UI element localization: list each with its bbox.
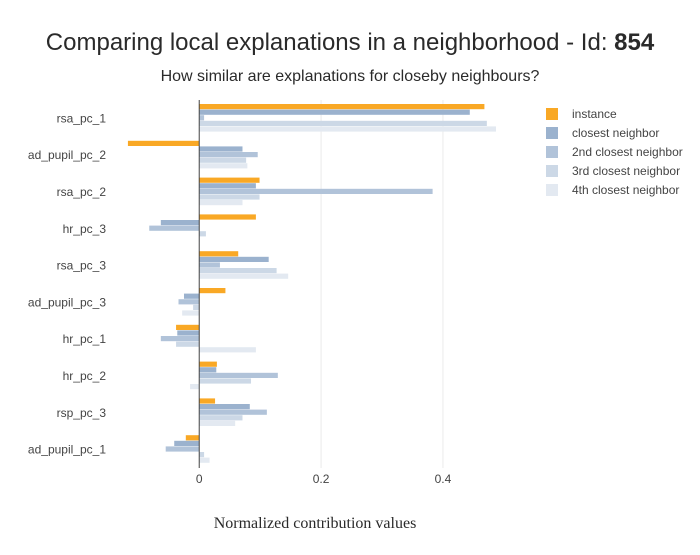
bar-3rd-closest-neighbor-rsa_pc_2 (199, 194, 260, 200)
bar-instance-hr_pc_1 (176, 324, 200, 330)
bar-3rd-closest-neighbor-rsa_pc_3 (199, 268, 277, 274)
x-axis-title: Normalized contribution values (214, 515, 417, 532)
bar-closest-neighbor-rsa_pc_2 (199, 183, 256, 189)
gridlines (320, 100, 444, 468)
bar-instance-ad_pupil_pc_3 (199, 288, 226, 294)
bar-3rd-closest-neighbor-rsp_pc_3 (199, 415, 243, 421)
bar-closest-neighbor-ad_pupil_pc_2 (199, 146, 243, 152)
bar-instance-rsa_pc_1 (199, 104, 485, 110)
bar-2nd-closest-neighbor-rsa_pc_3 (199, 262, 220, 268)
legend-item[interactable]: 2nd closest neighbor (546, 145, 683, 159)
bar-closest-neighbor-rsa_pc_1 (199, 109, 470, 115)
legend-label: closest neighbor (572, 126, 659, 140)
legend-item[interactable]: closest neighbor (546, 126, 659, 140)
bar-3rd-closest-neighbor-ad_pupil_pc_1 (199, 452, 205, 458)
bar-3rd-closest-neighbor-ad_pupil_pc_3 (193, 304, 200, 310)
legend-swatch (546, 108, 558, 120)
bar-2nd-closest-neighbor-hr_pc_3 (149, 225, 200, 231)
bar-2nd-closest-neighbor-hr_pc_2 (199, 372, 278, 378)
y-tick-label: hr_pc_2 (63, 369, 107, 383)
bar-2nd-closest-neighbor-hr_pc_1 (160, 336, 200, 342)
x-tick-label: 0 (196, 472, 203, 486)
bar-4th-closest-neighbor-ad_pupil_pc_2 (199, 163, 248, 169)
bar-closest-neighbor-ad_pupil_pc_1 (174, 440, 200, 446)
legend-swatch (546, 146, 558, 158)
legend-item[interactable]: 3rd closest neighbor (546, 164, 680, 178)
y-tick-label: hr_pc_1 (63, 332, 107, 346)
bar-instance-rsa_pc_3 (199, 251, 239, 257)
y-tick-label: rsa_pc_1 (57, 111, 107, 125)
bar-instance-hr_pc_3 (199, 214, 256, 220)
y-tick-label: rsp_pc_3 (57, 406, 107, 420)
bar-4th-closest-neighbor-rsa_pc_1 (199, 126, 496, 132)
bar-instance-ad_pupil_pc_1 (185, 435, 200, 441)
bar-3rd-closest-neighbor-hr_pc_3 (199, 231, 206, 237)
chart-subtitle: How similar are explanations for closeby… (161, 68, 540, 85)
y-tick-label: rsa_pc_3 (57, 259, 107, 273)
y-tick-label: ad_pupil_pc_2 (28, 148, 106, 162)
legend-swatch (546, 184, 558, 196)
bar-closest-neighbor-ad_pupil_pc_3 (183, 293, 200, 299)
bar-instance-ad_pupil_pc_2 (127, 140, 200, 146)
legend-item[interactable]: instance (546, 107, 617, 121)
bar-closest-neighbor-hr_pc_2 (199, 367, 217, 373)
bar-4th-closest-neighbor-rsp_pc_3 (199, 420, 236, 426)
bar-instance-rsp_pc_3 (199, 398, 216, 404)
bar-closest-neighbor-hr_pc_1 (177, 330, 200, 336)
bar-2nd-closest-neighbor-ad_pupil_pc_2 (199, 152, 258, 158)
bar-2nd-closest-neighbor-rsa_pc_2 (199, 188, 433, 194)
x-tick-label: 0.4 (435, 472, 452, 486)
bars (127, 104, 496, 463)
chart-title: Comparing local explanations in a neighb… (46, 29, 655, 56)
bar-3rd-closest-neighbor-rsa_pc_1 (199, 120, 487, 126)
bar-4th-closest-neighbor-hr_pc_2 (190, 384, 200, 390)
bar-closest-neighbor-rsa_pc_3 (199, 256, 269, 262)
bar-closest-neighbor-rsp_pc_3 (199, 404, 250, 410)
bar-2nd-closest-neighbor-rsa_pc_1 (199, 115, 205, 121)
legend[interactable]: instance closest neighbor 2nd closest neig… (546, 107, 683, 197)
x-tick-label: 0.2 (313, 472, 330, 486)
legend-label: 2nd closest neighbor (572, 145, 683, 159)
bar-instance-rsa_pc_2 (199, 177, 260, 183)
bar-2nd-closest-neighbor-ad_pupil_pc_1 (165, 446, 200, 452)
bar-4th-closest-neighbor-rsa_pc_3 (199, 273, 289, 279)
legend-swatch (546, 165, 558, 177)
y-tick-label: hr_pc_3 (63, 222, 107, 236)
chart-title-id: 854 (614, 29, 655, 56)
bar-4th-closest-neighbor-ad_pupil_pc_3 (182, 310, 200, 316)
legend-label: 4th closest neighbor (572, 183, 679, 197)
bar-4th-closest-neighbor-rsa_pc_2 (199, 200, 243, 206)
legend-swatch (546, 127, 558, 139)
bar-instance-hr_pc_2 (199, 361, 217, 367)
bar-4th-closest-neighbor-hr_pc_1 (199, 347, 256, 353)
bar-2nd-closest-neighbor-rsp_pc_3 (199, 409, 267, 415)
y-tick-label: ad_pupil_pc_3 (28, 295, 106, 309)
legend-label: instance (572, 107, 617, 121)
bar-3rd-closest-neighbor-hr_pc_2 (199, 378, 252, 384)
bar-closest-neighbor-hr_pc_3 (160, 220, 200, 226)
y-tick-label: rsa_pc_2 (57, 185, 107, 199)
y-tick-label: ad_pupil_pc_1 (28, 443, 106, 457)
legend-item[interactable]: 4th closest neighbor (546, 183, 679, 197)
legend-label: 3rd closest neighbor (572, 164, 680, 178)
chart-title-text: Comparing local explanations in a neighb… (46, 29, 614, 56)
axes: 0 0.2 0.4 rsa_pc_1 ad_pupil_pc_2 rsa_pc_2 hr_p… (28, 100, 452, 486)
bar-2nd-closest-neighbor-ad_pupil_pc_3 (178, 299, 200, 305)
bar-3rd-closest-neighbor-hr_pc_1 (176, 341, 200, 347)
bar-3rd-closest-neighbor-ad_pupil_pc_2 (199, 157, 247, 163)
bar-4th-closest-neighbor-ad_pupil_pc_1 (199, 457, 210, 463)
